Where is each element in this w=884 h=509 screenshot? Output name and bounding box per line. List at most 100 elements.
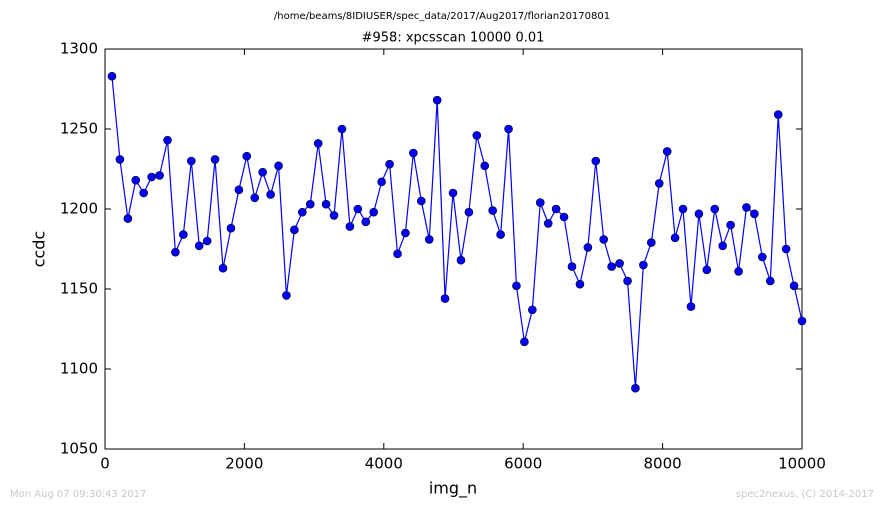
data-point bbox=[781, 244, 791, 254]
data-point bbox=[631, 383, 640, 393]
data-point bbox=[218, 263, 228, 273]
x-tick-label: 6000 bbox=[504, 455, 542, 473]
data-point bbox=[504, 124, 513, 134]
data-point bbox=[615, 259, 624, 268]
y-tick-label: 1250 bbox=[60, 120, 98, 138]
data-point bbox=[448, 188, 458, 198]
data-point bbox=[599, 235, 609, 244]
data-point bbox=[202, 236, 212, 246]
data-point bbox=[147, 172, 156, 182]
data-point bbox=[424, 235, 434, 244]
data-point bbox=[765, 276, 775, 286]
data-point bbox=[773, 110, 783, 119]
x-tick-label: 8000 bbox=[644, 455, 682, 473]
data-point bbox=[662, 147, 672, 156]
data-point bbox=[440, 294, 450, 303]
data-point bbox=[163, 135, 172, 145]
data-point bbox=[353, 204, 363, 214]
data-point bbox=[258, 167, 267, 177]
x-tick-label: 10000 bbox=[778, 455, 826, 473]
data-point bbox=[575, 279, 585, 289]
data-point bbox=[432, 95, 442, 105]
data-point bbox=[290, 225, 299, 235]
data-point bbox=[702, 265, 712, 275]
data-point bbox=[171, 247, 180, 257]
y-tick-label: 1050 bbox=[60, 440, 98, 458]
data-point bbox=[139, 188, 148, 198]
data-point bbox=[155, 171, 164, 180]
footer-left: Mon Aug 07 09:30:43 2017 bbox=[10, 489, 146, 500]
data-point bbox=[694, 209, 704, 219]
data-point bbox=[734, 267, 743, 276]
data-point bbox=[551, 204, 561, 214]
data-point bbox=[742, 203, 751, 212]
x-tick-label: 0 bbox=[100, 455, 110, 473]
data-point bbox=[528, 305, 537, 315]
data-point bbox=[512, 281, 521, 291]
data-point bbox=[234, 185, 244, 195]
data-point bbox=[607, 262, 616, 271]
data-line bbox=[111, 76, 803, 389]
data-point bbox=[416, 196, 426, 206]
data-point bbox=[131, 175, 141, 185]
y-tick-label: 1150 bbox=[60, 280, 98, 298]
data-point bbox=[179, 230, 188, 239]
footer-right: spec2nexus, (C) 2014-2017 bbox=[736, 489, 874, 500]
data-point bbox=[123, 214, 133, 223]
data-point bbox=[623, 276, 632, 286]
data-point bbox=[718, 241, 727, 251]
data-point bbox=[369, 207, 378, 217]
data-point bbox=[210, 155, 220, 164]
data-point bbox=[345, 222, 355, 231]
data-point bbox=[298, 207, 307, 217]
data-point bbox=[115, 155, 125, 164]
data-point bbox=[535, 198, 545, 207]
data-point bbox=[710, 204, 720, 214]
y-axis-label: ccdc bbox=[30, 231, 49, 268]
data-point bbox=[401, 228, 410, 238]
plot-area bbox=[104, 48, 803, 450]
header: /home/beams/8IDIUSER/spec_data/2017/Aug2… bbox=[274, 11, 610, 22]
x-tick-label: 4000 bbox=[365, 455, 403, 473]
data-point bbox=[583, 243, 593, 252]
data-point bbox=[393, 249, 402, 259]
data-point bbox=[567, 262, 577, 271]
data-point bbox=[670, 233, 680, 243]
data-point bbox=[282, 291, 291, 300]
data-point bbox=[464, 207, 474, 217]
data-point bbox=[250, 193, 260, 203]
data-point bbox=[377, 177, 386, 187]
data-point bbox=[789, 281, 799, 291]
data-point bbox=[472, 131, 482, 140]
data-point bbox=[242, 151, 252, 161]
data-point bbox=[543, 219, 553, 228]
data-point bbox=[266, 190, 275, 199]
data-point bbox=[750, 209, 759, 219]
data-point bbox=[496, 230, 505, 239]
data-point bbox=[758, 252, 767, 262]
data-point bbox=[686, 302, 696, 311]
y-tick-label: 1200 bbox=[60, 200, 98, 218]
data-point bbox=[591, 156, 601, 166]
data-point bbox=[226, 223, 236, 233]
data-point bbox=[305, 199, 315, 209]
data-point bbox=[329, 211, 339, 220]
data-point bbox=[361, 217, 371, 227]
data-point bbox=[313, 139, 323, 148]
data-point bbox=[726, 220, 735, 230]
data-point bbox=[647, 238, 656, 247]
data-point bbox=[107, 71, 117, 81]
data-point bbox=[274, 161, 283, 171]
x-tick-label: 2000 bbox=[225, 455, 263, 473]
data-point bbox=[456, 255, 466, 265]
data-point bbox=[186, 156, 196, 166]
data-point bbox=[337, 124, 347, 134]
y-tick-label: 1300 bbox=[60, 40, 98, 58]
data-point bbox=[321, 199, 331, 209]
data-point bbox=[194, 241, 204, 251]
data-point bbox=[480, 161, 490, 171]
x-axis-label: img_n bbox=[429, 479, 477, 499]
data-point bbox=[409, 148, 418, 158]
y-tick-label: 1100 bbox=[60, 360, 98, 378]
